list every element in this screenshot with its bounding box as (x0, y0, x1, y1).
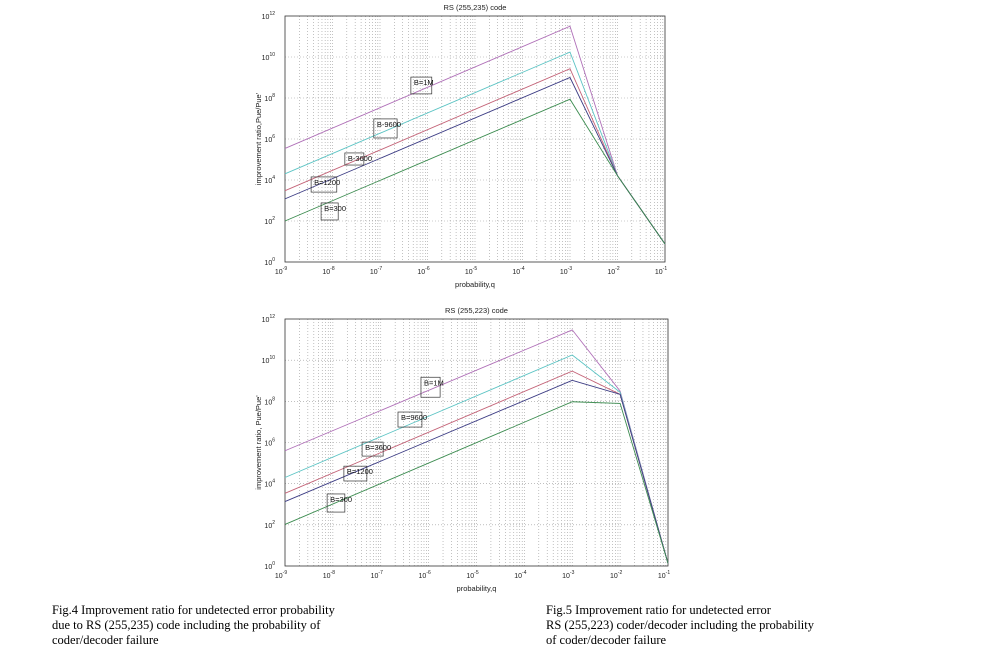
annotation-label: B=1M (414, 78, 434, 87)
annotation-label: B-3600 (348, 154, 372, 163)
x-tick-label: 10-1 (655, 266, 667, 276)
y-tick-label: 1010 (262, 355, 276, 365)
caption-line: due to RS (255,235) code including the p… (52, 618, 321, 632)
series-line-b-1200 (284, 379, 669, 564)
x-tick-label: 10-9 (275, 266, 287, 276)
annotation-box (344, 152, 365, 166)
caption-line: of coder/decoder failure (546, 633, 667, 647)
caption-line: coder/decoder failure (52, 633, 159, 647)
x-axis-label: probability,q (457, 584, 497, 593)
x-tick-label: 10-9 (275, 570, 287, 580)
y-tick-label: 108 (264, 396, 275, 406)
annotation-box (373, 118, 398, 139)
x-tick-label: 10-3 (560, 266, 572, 276)
chart-rs-255-235: 10-9 10-8 10-7 10-6 10-5 10-4 10-3 10-2 10-1 100 1… (254, 3, 667, 289)
x-tick-label: 10-4 (512, 266, 524, 276)
series-line-b-300 (284, 401, 669, 564)
chart-title: RS (255,235) code (444, 3, 507, 12)
annotation-box (397, 411, 423, 428)
x-tick-label: 10-3 (562, 570, 574, 580)
annotation-box (361, 441, 384, 457)
x-tick-label: 10-2 (607, 266, 619, 276)
annotation-label: B=1M (424, 378, 444, 387)
caption-line: Fig.4 Improvement ratio for undetected e… (52, 603, 335, 617)
y-tick-label: 106 (264, 134, 275, 144)
annotation-box (410, 76, 433, 95)
annotation-label: B=1200 (347, 467, 373, 476)
caption-line: RS (255,223) coder/decoder including the… (546, 618, 814, 632)
annotation-box (326, 493, 346, 513)
annotation-label: B=3600 (365, 443, 391, 452)
x-tick-label: 10-7 (370, 266, 382, 276)
y-axis-label: improvement ratio, Pue/Pue' (254, 395, 263, 490)
x-tick-label: 10-8 (322, 266, 334, 276)
y-tick-label: 108 (264, 93, 275, 103)
annotation-box (310, 176, 338, 193)
figure-caption-4: Fig.4 Improvement ratio for undetected e… (52, 603, 432, 648)
x-tick-label: 10-8 (323, 570, 335, 580)
annotation-label: B=9600 (401, 413, 427, 422)
y-tick-label: 104 (264, 175, 275, 185)
annotation-label: B=1200 (314, 178, 340, 187)
y-tick-label: 100 (264, 257, 275, 267)
x-tick-label: 10-4 (514, 570, 526, 580)
x-tick-label: 10-5 (466, 570, 478, 580)
annotation-box (420, 376, 441, 398)
axes-frame (284, 318, 669, 567)
axes-frame (284, 15, 666, 263)
y-tick-label: 102 (264, 216, 275, 226)
annotation-label: B=300 (324, 204, 346, 213)
annotation-box (320, 202, 339, 221)
x-tick-label: 10-6 (419, 570, 431, 580)
chart-rs-255-223: 10-9 10-8 10-7 10-6 10-5 10-4 10-3 10-2 10-1 100 1… (254, 306, 670, 593)
x-tick-label: 10-6 (417, 266, 429, 276)
caption-line: Fig.5 Improvement ratio for undetected e… (546, 603, 771, 617)
y-tick-label: 104 (264, 479, 275, 489)
x-axis-label: probability,q (455, 280, 495, 289)
chart-title: RS (255,223) code (445, 306, 508, 315)
x-tick-label: 10-2 (610, 570, 622, 580)
y-tick-label: 102 (264, 520, 275, 530)
figure-caption-5: Fig.5 Improvement ratio for undetected e… (546, 603, 906, 648)
x-tick-label: 10-7 (371, 570, 383, 580)
y-tick-label: 1012 (262, 11, 276, 21)
x-tick-label: 10-1 (658, 570, 670, 580)
y-tick-label: 100 (264, 561, 275, 571)
y-tick-label: 1010 (262, 52, 276, 62)
y-axis-label: improvement ratio,Pue/Pue' (254, 92, 263, 185)
annotation-label: B=300 (330, 495, 352, 504)
x-tick-label: 10-5 (465, 266, 477, 276)
y-tick-label: 1012 (262, 314, 276, 324)
y-tick-label: 106 (264, 438, 275, 448)
annotation-box (343, 465, 368, 482)
series-line-b-300 (284, 98, 666, 245)
annotation-label: B-9600 (377, 120, 401, 129)
